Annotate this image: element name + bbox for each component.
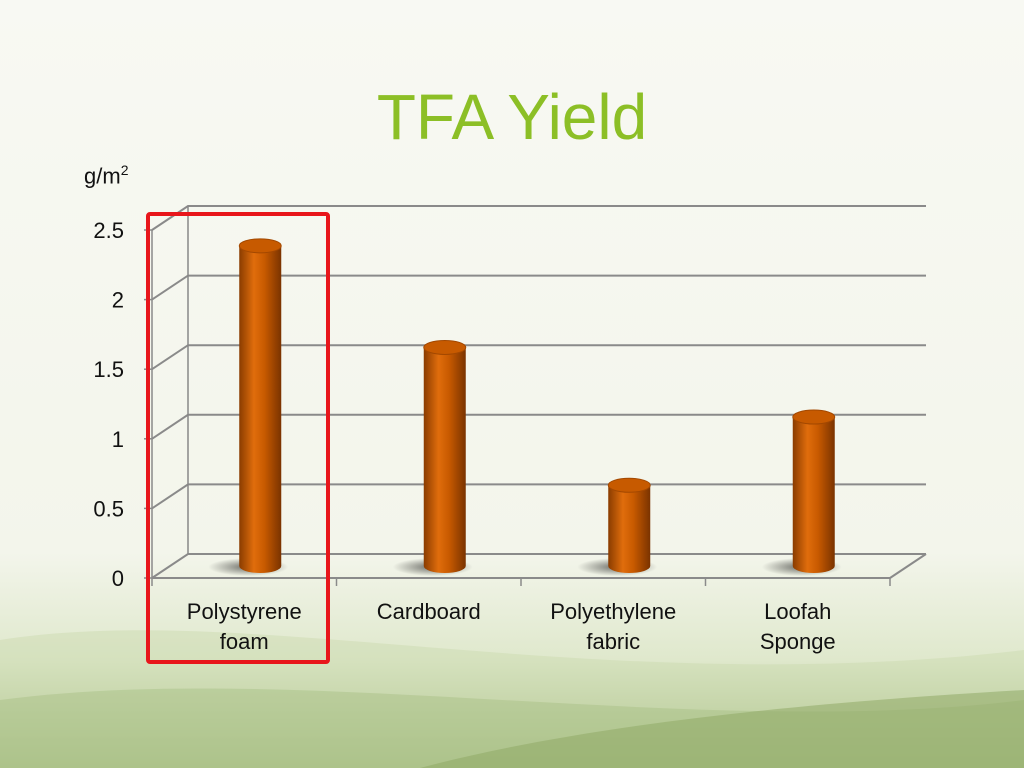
x-tick-label: Loofah Sponge [759, 599, 836, 654]
y-tick-label: 1.5 [93, 357, 124, 382]
bar-body [792, 417, 835, 573]
floor-edge [889, 553, 927, 579]
y-tick-labels: 0 0.5 1 1.5 2 2.5 [93, 218, 124, 591]
bar [392, 339, 473, 576]
bar-top [238, 238, 282, 254]
bar-body [239, 245, 282, 573]
bar-body [608, 485, 651, 573]
y-tick-label: 2.5 [93, 218, 124, 243]
gridline [151, 205, 926, 231]
x-tick-label: Polyethylene fabric [550, 599, 677, 654]
x-tick-label: Polystyrene foam [186, 599, 302, 654]
slide-title: TFA Yield [376, 81, 648, 153]
y-axis-unit-label: g/m2 [84, 162, 128, 189]
bars [208, 238, 842, 576]
bar-body [423, 347, 466, 573]
highlight-box [146, 212, 330, 664]
x-tick-label: Cardboard [376, 599, 481, 624]
bar-top [423, 339, 467, 355]
unit-base: g/m [84, 163, 121, 189]
unit-exponent: 2 [120, 162, 129, 178]
bar-top [607, 477, 651, 493]
bar-top [792, 409, 836, 425]
bar [761, 409, 842, 576]
y-tick-label: 2 [112, 288, 124, 313]
y-tick-label: 0.5 [93, 496, 124, 521]
y-tick-label: 1 [112, 427, 124, 452]
axes [144, 206, 927, 586]
bar [577, 477, 658, 576]
y-tick-label: 0 [112, 566, 124, 591]
bar [208, 238, 289, 576]
